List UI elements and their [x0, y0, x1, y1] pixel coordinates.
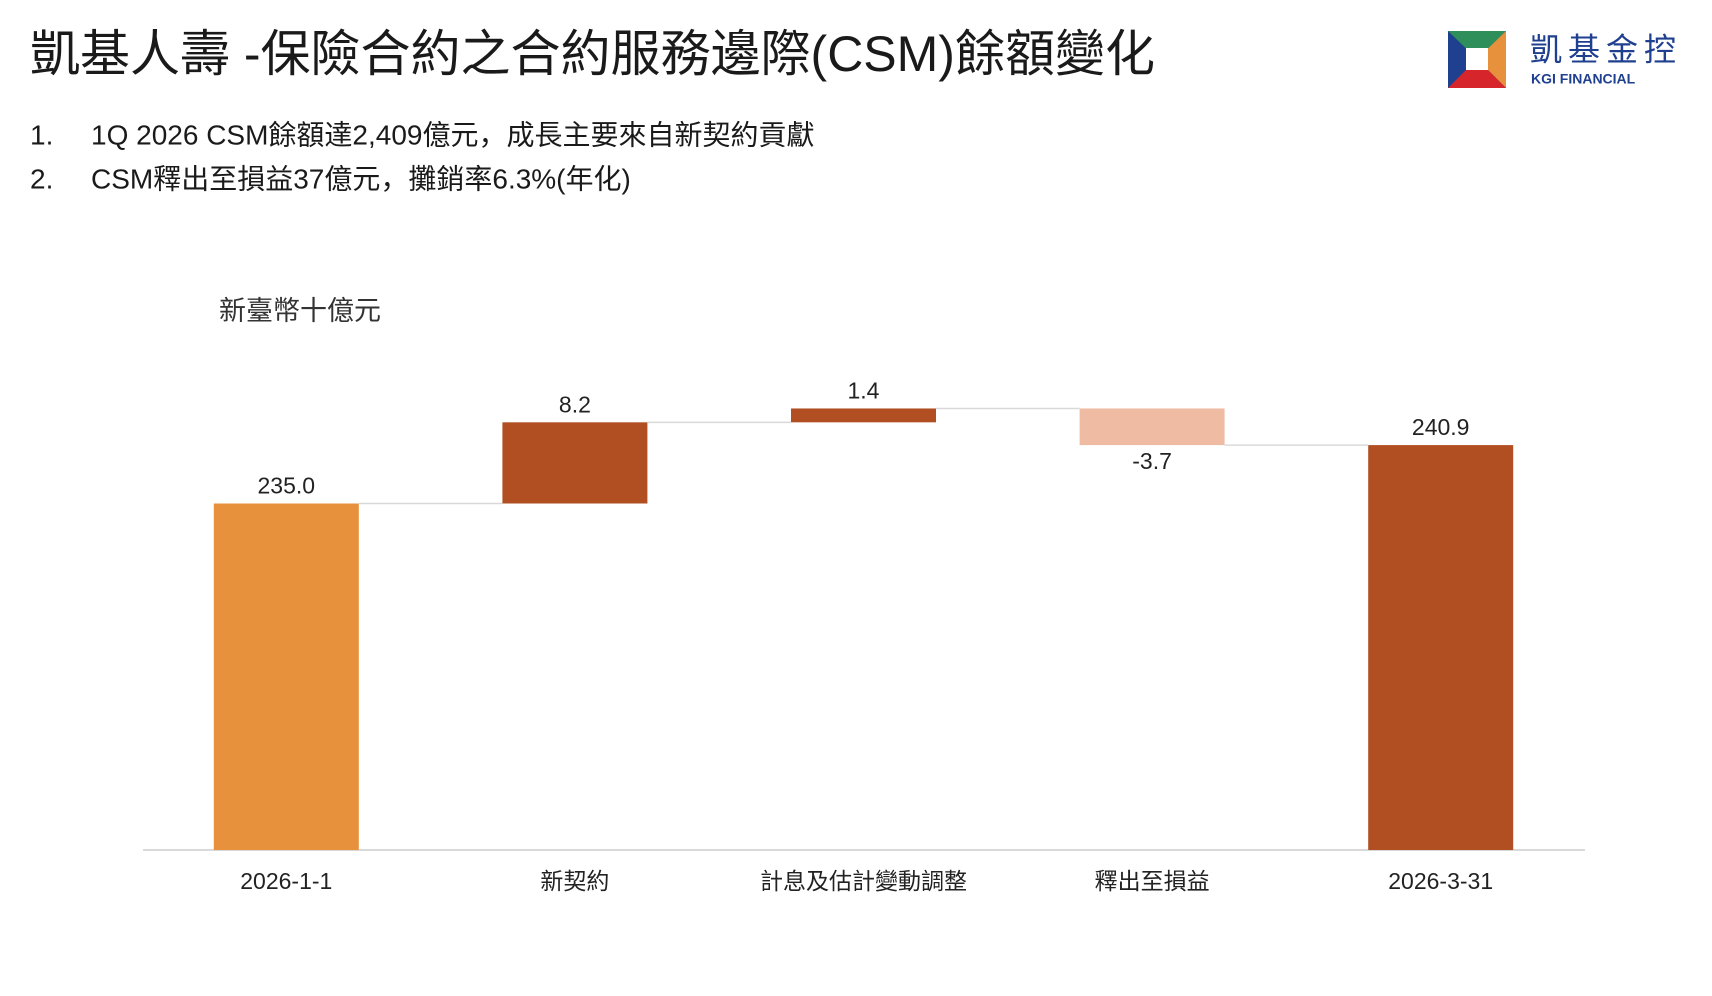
bar	[1368, 445, 1514, 850]
bar	[1079, 408, 1225, 446]
unit-label: 新臺幣十億元	[219, 296, 381, 326]
note-text: 1Q 2026 CSM餘額達2,409億元，成長主要來自新契約貢獻	[91, 119, 815, 150]
x-tick-label: 2026-1-1	[240, 868, 332, 894]
note-number: 2.	[30, 163, 53, 194]
logo-subname: KGI FINANCIAL	[1531, 71, 1636, 87]
x-tick-label: 新契約	[540, 868, 609, 894]
note-text: CSM釋出至損益37億元，攤銷率6.3%(年化)	[91, 163, 631, 194]
value-label: -3.7	[1132, 448, 1172, 474]
logo-triangle	[1448, 59, 1506, 88]
x-tick-label: 計息及估計變動調整	[760, 868, 967, 894]
logo: 凱基金控 KGI FINANCIAL	[1448, 31, 1682, 88]
logo-triangle	[1448, 31, 1506, 59]
bar	[213, 503, 359, 850]
value-label: 240.9	[1412, 414, 1470, 440]
slide-title: 凱基人壽 -保險合約之合約服務邊際(CSM)餘額變化	[30, 26, 1155, 82]
value-label: 1.4	[848, 378, 880, 404]
bar	[791, 408, 936, 423]
x-tick-label: 2026-3-31	[1388, 868, 1493, 894]
logo-center	[1466, 48, 1488, 70]
bar	[502, 422, 648, 504]
value-label: 8.2	[559, 391, 591, 417]
logo-name: 凱基金控	[1530, 31, 1682, 67]
logo-triangle	[1477, 31, 1506, 88]
x-tick-label: 釋出至損益	[1095, 868, 1210, 894]
note-number: 1.	[30, 119, 53, 150]
value-label: 235.0	[258, 473, 316, 499]
